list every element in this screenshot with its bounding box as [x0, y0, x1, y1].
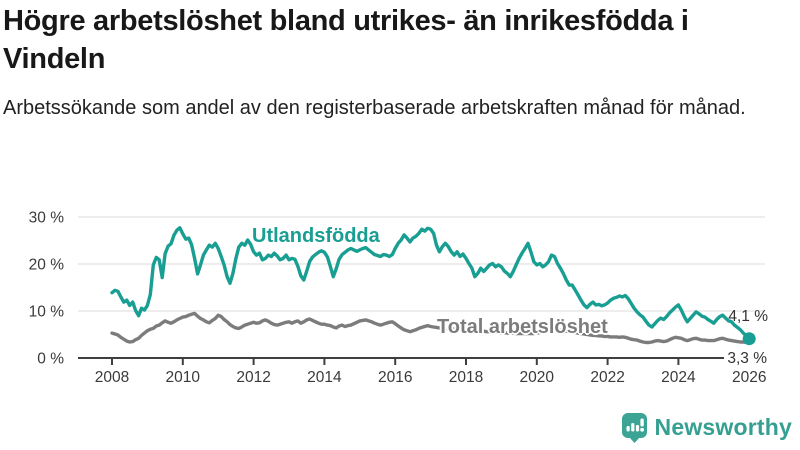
y-tick-label: 20 % — [29, 257, 65, 274]
page-title: Högre arbetslöshet bland utrikes- än inr… — [3, 5, 689, 76]
series-line-1 — [110, 311, 751, 345]
series-line-0 — [110, 226, 751, 341]
x-tick-label: 2018 — [449, 369, 483, 386]
x-tick-label: 2024 — [661, 369, 696, 386]
y-tick-label: 10 % — [29, 304, 65, 321]
newsworthy-logo-icon — [621, 412, 648, 443]
series-label-utlandsfodda: Utlandsfödda — [252, 225, 380, 247]
x-tick-label: 2020 — [520, 369, 555, 386]
x-tick-label: 2012 — [236, 369, 270, 386]
series-end-dot — [742, 332, 756, 346]
x-tick-label: 2026 — [732, 369, 766, 386]
end-value-utlandsfodda: 4,1 % — [728, 308, 768, 325]
x-tick-label: 2016 — [378, 369, 412, 386]
y-axis-labels: 30 % 20 % 10 % 0 % — [29, 210, 65, 368]
header: Högre arbetslöshet bland utrikes- än inr… — [3, 2, 797, 122]
x-tick-label: 2008 — [95, 369, 129, 386]
gridlines — [78, 216, 765, 359]
page-subtitle: Arbetssökande som andel av den registerb… — [3, 96, 746, 119]
y-tick-label: 0 % — [37, 351, 64, 368]
newsworthy-logo: Newsworthy — [621, 412, 792, 443]
brand-name: Newsworthy — [654, 414, 792, 440]
series-label-total-arbetsloshet: Total arbetslöshet — [437, 316, 608, 338]
x-tick-label: 2014 — [307, 369, 342, 386]
x-tick-label: 2010 — [166, 369, 201, 386]
x-tick-label: 2022 — [590, 369, 624, 386]
y-tick-label: 30 % — [29, 210, 65, 227]
x-axis: 2008 2010 2012 2014 2016 2018 2020 2022 2024 2026 — [95, 358, 766, 386]
end-value-total: 3,3 % — [724, 350, 770, 368]
